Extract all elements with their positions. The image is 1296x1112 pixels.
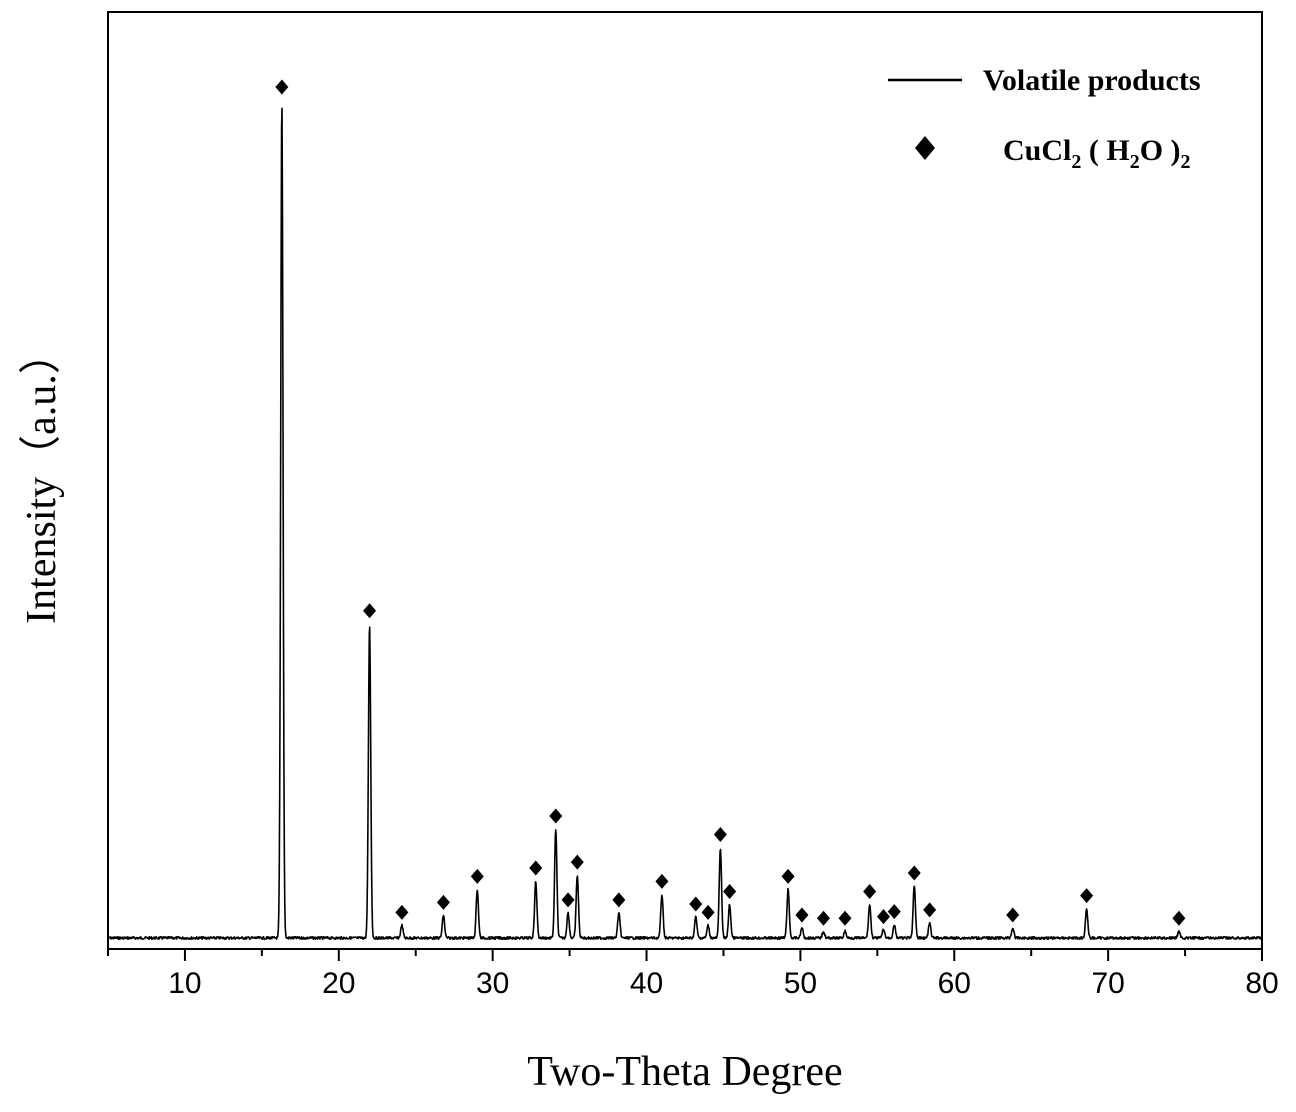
diamond-marker-12 (701, 904, 715, 920)
diamond-marker-6 (549, 808, 563, 824)
diamond-marker-16 (795, 907, 809, 923)
x-tick-label-80: 80 (1245, 967, 1278, 1000)
diamond-marker-23 (923, 902, 937, 918)
legend-label-cucl2-h2o2: CuCl2 ( H2O )2 (1003, 134, 1191, 173)
diamond-marker-17 (816, 910, 830, 926)
diamond-marker-26 (1172, 910, 1186, 926)
diamond-marker-8 (570, 854, 584, 870)
diamond-marker-24 (1006, 907, 1020, 923)
x-tick-label-40: 40 (630, 967, 663, 1000)
y-axis-title: Intensity（a.u.） (19, 332, 65, 624)
diamond-marker-20 (876, 909, 890, 925)
diamond-marker-14 (723, 883, 737, 899)
x-tick-label-10: 10 (168, 967, 201, 1000)
diamond-marker-11 (689, 896, 703, 912)
legend-diamond-swatch (915, 136, 935, 160)
legend: Volatile products CuCl2 ( H2O )2 (888, 64, 1201, 173)
x-tick-label-20: 20 (322, 967, 355, 1000)
plot-content (107, 79, 1263, 941)
diamond-marker-18 (838, 910, 852, 926)
diamond-marker-22 (907, 865, 921, 881)
diamond-marker-0 (275, 79, 289, 95)
diamond-marker-4 (470, 868, 484, 884)
x-tick-label-70: 70 (1091, 967, 1124, 1000)
x-tick-label-50: 50 (784, 967, 817, 1000)
diamond-marker-19 (863, 883, 877, 899)
diamond-marker-1 (363, 603, 377, 619)
diamond-marker-21 (887, 904, 901, 920)
diamond-marker-7 (561, 892, 575, 908)
x-tick-label-60: 60 (938, 967, 971, 1000)
diamond-marker-9 (612, 892, 626, 908)
x-tick-label-30: 30 (476, 967, 509, 1000)
x-axis: 10 20 30 40 50 60 70 80 (107, 949, 1279, 1000)
diamond-marker-10 (655, 873, 669, 889)
diamond-marker-3 (436, 894, 450, 910)
legend-label-volatile-products: Volatile products (983, 64, 1201, 97)
diamond-marker-2 (395, 904, 409, 920)
series-line-volatile-products (107, 107, 1263, 941)
diamond-marker-25 (1080, 888, 1094, 904)
diamond-marker-13 (713, 826, 727, 842)
diamond-marker-15 (781, 868, 795, 884)
x-axis-title: Two-Theta Degree (527, 1049, 842, 1095)
diamond-marker-5 (529, 860, 543, 876)
plot-frame (107, 11, 1263, 950)
